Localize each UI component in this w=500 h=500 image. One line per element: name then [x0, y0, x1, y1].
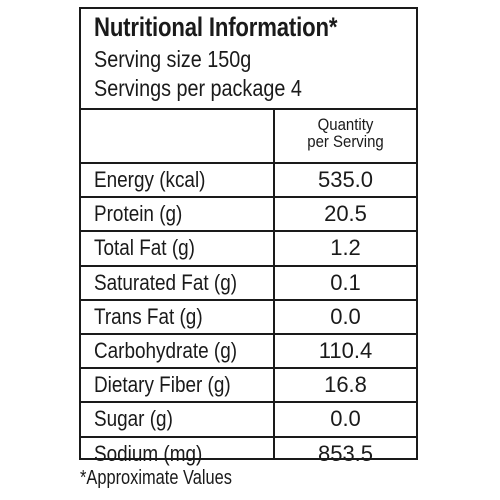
nutrient-label: Carbohydrate (g) [94, 337, 238, 363]
nutrient-table: Energy (kcal) 535.0 Protein (g) 20.5 Tot… [81, 164, 416, 470]
column-divider [273, 108, 275, 458]
nutrient-value: 0.0 [330, 303, 361, 329]
nutrient-label: Energy (kcal) [94, 167, 206, 192]
label-header: Nutritional Information* Serving size 15… [81, 9, 416, 110]
nutrient-value: 20.5 [324, 201, 367, 227]
nutrition-facts-panel: Nutritional Information* Serving size 15… [79, 7, 418, 466]
nutrient-value: 110.4 [318, 337, 373, 363]
nutrient-row-protein: Protein (g) 20.5 [81, 198, 416, 233]
nutrient-label: Protein (g) [94, 201, 183, 227]
nutrient-label: Dietary Fiber (g) [94, 372, 231, 398]
column-header-line2: per Serving [307, 132, 384, 151]
quantity-column-header: Quantity per Serving [275, 110, 416, 162]
nutrient-row-trans-fat: Trans Fat (g) 0.0 [81, 301, 416, 335]
nutrient-value: 853.5 [317, 440, 374, 466]
nutrient-row-total-fat: Total Fat (g) 1.2 [81, 232, 416, 267]
servings-per-package: Servings per package 4 [94, 75, 302, 101]
serving-size: Serving size 150g [94, 46, 252, 72]
nutrient-label: Total Fat (g) [94, 235, 195, 261]
nutrient-row-energy: Energy (kcal) 535.0 [81, 164, 416, 199]
header-row-divider [81, 162, 416, 164]
nutrient-row-sodium: Sodium (mg) 853.5 [81, 438, 416, 470]
nutrient-row-carbohydrate: Carbohydrate (g) 110.4 [81, 335, 416, 370]
nutrient-label: Trans Fat (g) [94, 303, 203, 329]
nutrient-value: 16.8 [324, 372, 367, 398]
nutrient-value: 1.2 [330, 235, 361, 261]
nutrient-value: 0.1 [330, 269, 361, 295]
nutrient-label: Sodium (mg) [94, 440, 203, 466]
nutrient-value: 535.0 [317, 167, 374, 192]
nutrient-row-saturated-fat: Saturated Fat (g) 0.1 [81, 267, 416, 301]
approximate-values-footnote: *Approximate Values [80, 467, 232, 489]
nutrient-value: 0.0 [330, 406, 361, 432]
label-title: Nutritional Information* [94, 12, 338, 42]
nutrient-row-sugar: Sugar (g) 0.0 [81, 403, 416, 438]
nutrient-label: Sugar (g) [94, 406, 173, 432]
nutrient-row-dietary-fiber: Dietary Fiber (g) 16.8 [81, 369, 416, 404]
nutrient-label: Saturated Fat (g) [94, 269, 238, 295]
column-header-line1: Quantity [317, 115, 374, 134]
